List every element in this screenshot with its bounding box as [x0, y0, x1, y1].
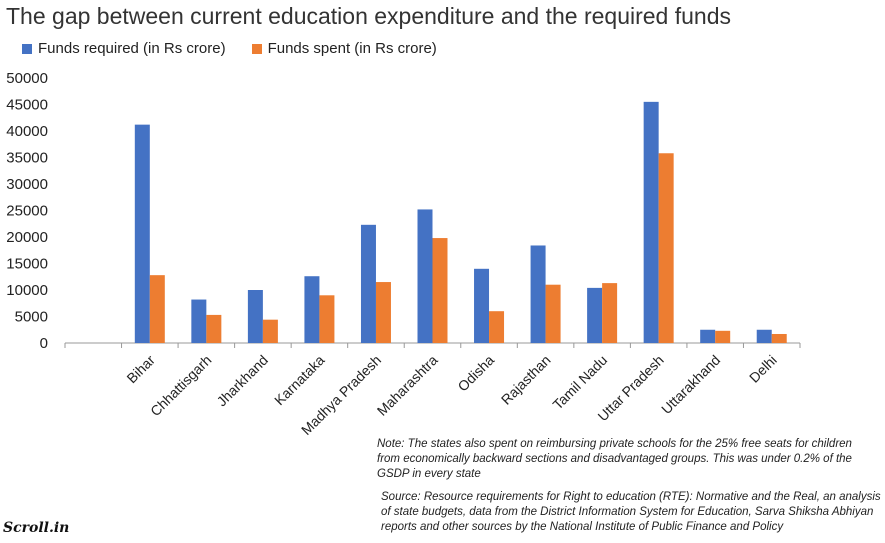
- chart-note: Note: The states also spent on reimbursi…: [377, 438, 852, 480]
- bar-required: [417, 209, 433, 343]
- x-tick-label: Karnataka: [271, 352, 328, 409]
- chart-title: The gap between current education expend…: [6, 3, 732, 29]
- legend-swatch-spent: [251, 43, 262, 54]
- x-tick-label: Delhi: [746, 352, 780, 386]
- y-tick-label: 45000: [6, 97, 48, 114]
- bar-required: [191, 299, 207, 343]
- bar-spent: [715, 330, 731, 343]
- x-tick-label: Tamil Nadu: [549, 352, 610, 413]
- bar-spent: [602, 283, 618, 343]
- y-tick-label: 30000: [6, 176, 48, 193]
- bar-spent: [489, 311, 505, 343]
- bar-spent: [375, 282, 391, 343]
- bar-required: [587, 287, 603, 343]
- bar-required: [304, 276, 320, 343]
- chart-source: Source: Resource requirements for Right …: [381, 491, 881, 533]
- x-tick-label: Jharkhand: [213, 352, 271, 410]
- legend-item-spent: Funds spent (in Rs crore): [251, 40, 437, 57]
- bar-spent: [319, 295, 335, 343]
- bar-spent: [262, 319, 278, 343]
- x-tick-label: Chhattisgarh: [147, 352, 214, 419]
- legend-swatch-required: [22, 43, 32, 54]
- bar-required: [474, 268, 490, 343]
- bar-spent: [658, 153, 674, 343]
- bar-spent: [545, 284, 561, 343]
- y-tick-label: 0: [40, 335, 48, 352]
- bar-spent: [771, 333, 787, 343]
- bar-required: [530, 245, 546, 343]
- bar-spent: [432, 238, 448, 343]
- y-tick-label: 15000: [6, 256, 48, 273]
- bar-required: [756, 329, 772, 343]
- legend-label-required: Funds required (in Rs crore): [38, 40, 226, 57]
- y-tick-label: 50000: [6, 70, 48, 87]
- y-tick-label: 25000: [6, 203, 48, 220]
- bar-required: [134, 124, 150, 343]
- y-tick-label: 5000: [15, 309, 48, 326]
- x-tick-label: Odisha: [454, 352, 497, 395]
- bar-required: [700, 329, 716, 343]
- scroll-logo: Scroll.in: [3, 520, 70, 536]
- bar-required: [360, 224, 376, 343]
- x-tick-label: Maharashtra: [374, 352, 441, 419]
- bar-required: [247, 290, 263, 343]
- bar-required: [643, 101, 659, 343]
- legend-label-spent: Funds spent (in Rs crore): [267, 40, 437, 57]
- y-tick-label: 40000: [6, 123, 48, 140]
- x-tick-label: Rajasthan: [498, 352, 554, 408]
- y-tick-label: 10000: [6, 282, 48, 299]
- chart-legend: Funds required (in Rs crore) Funds spent…: [22, 40, 437, 57]
- x-tick-label: Bihar: [124, 352, 159, 387]
- bar-spent: [206, 314, 222, 343]
- x-tick-label: Uttarakhand: [658, 352, 723, 417]
- y-tick-label: 35000: [6, 150, 48, 167]
- legend-item-required: Funds required (in Rs crore): [22, 40, 226, 57]
- bar-spent: [149, 275, 165, 343]
- y-tick-label: 20000: [6, 229, 48, 246]
